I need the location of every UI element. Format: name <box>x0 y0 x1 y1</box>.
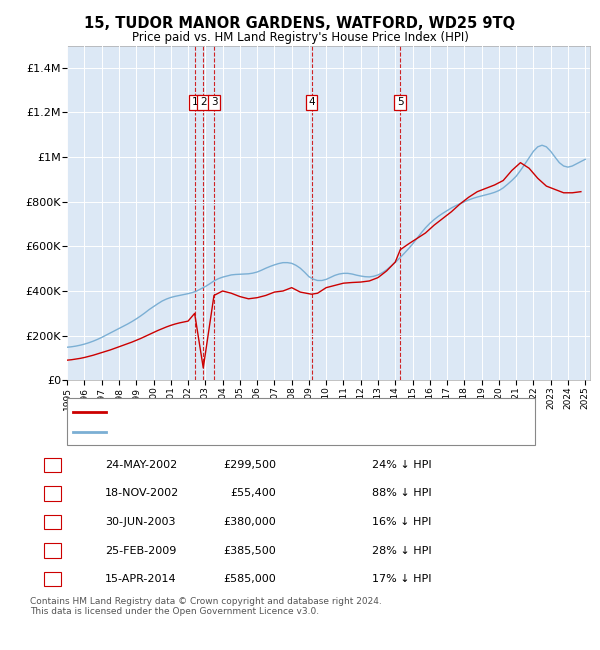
Text: 5: 5 <box>49 574 56 584</box>
Text: 4: 4 <box>49 545 56 556</box>
Text: 1: 1 <box>49 460 56 470</box>
Text: 3: 3 <box>211 98 217 107</box>
Text: 24% ↓ HPI: 24% ↓ HPI <box>372 460 431 470</box>
Text: 15, TUDOR MANOR GARDENS, WATFORD, WD25 9TQ (detached house): 15, TUDOR MANOR GARDENS, WATFORD, WD25 9… <box>112 406 482 417</box>
Text: Price paid vs. HM Land Registry's House Price Index (HPI): Price paid vs. HM Land Registry's House … <box>131 31 469 44</box>
Text: 1: 1 <box>191 98 198 107</box>
Text: £55,400: £55,400 <box>230 488 276 499</box>
Text: 25-FEB-2009: 25-FEB-2009 <box>105 545 176 556</box>
Text: 30-JUN-2003: 30-JUN-2003 <box>105 517 176 527</box>
Text: 17% ↓ HPI: 17% ↓ HPI <box>372 574 431 584</box>
Text: 28% ↓ HPI: 28% ↓ HPI <box>372 545 431 556</box>
Text: 16% ↓ HPI: 16% ↓ HPI <box>372 517 431 527</box>
Text: £380,000: £380,000 <box>223 517 276 527</box>
Text: £585,000: £585,000 <box>223 574 276 584</box>
Text: 4: 4 <box>308 98 315 107</box>
Text: 18-NOV-2002: 18-NOV-2002 <box>105 488 179 499</box>
Text: 2: 2 <box>200 98 206 107</box>
Text: £299,500: £299,500 <box>223 460 276 470</box>
Text: 5: 5 <box>397 98 404 107</box>
Text: 3: 3 <box>49 517 56 527</box>
Text: 2: 2 <box>49 488 56 499</box>
Text: £385,500: £385,500 <box>223 545 276 556</box>
Text: Contains HM Land Registry data © Crown copyright and database right 2024.
This d: Contains HM Land Registry data © Crown c… <box>30 597 382 616</box>
Text: 24-MAY-2002: 24-MAY-2002 <box>105 460 177 470</box>
Text: HPI: Average price, detached house, Three Rivers: HPI: Average price, detached house, Thre… <box>112 427 371 437</box>
Text: 15-APR-2014: 15-APR-2014 <box>105 574 176 584</box>
Text: 15, TUDOR MANOR GARDENS, WATFORD, WD25 9TQ: 15, TUDOR MANOR GARDENS, WATFORD, WD25 9… <box>85 16 515 31</box>
Text: 88% ↓ HPI: 88% ↓ HPI <box>372 488 431 499</box>
